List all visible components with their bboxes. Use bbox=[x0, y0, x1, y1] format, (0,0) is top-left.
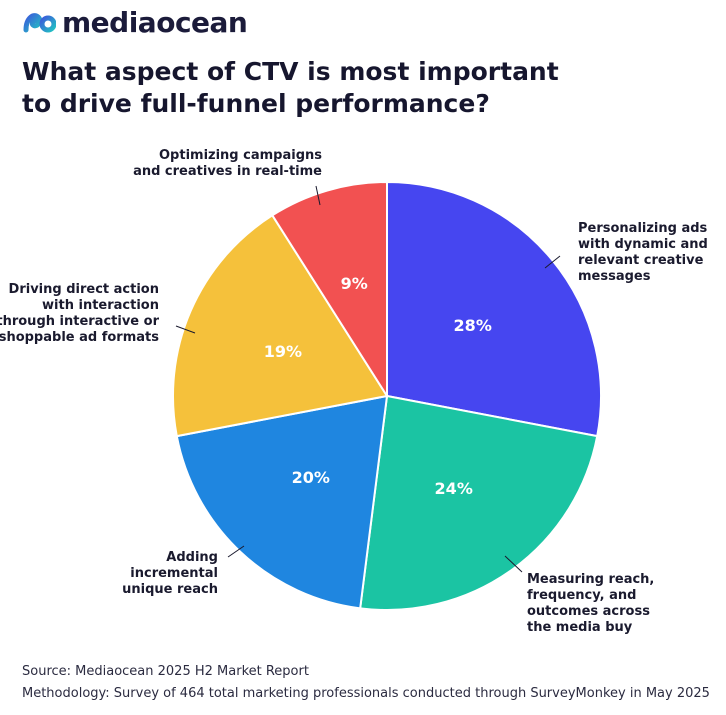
category-label-3: Adding incremental unique reach bbox=[122, 550, 218, 597]
percent-label-4: 19% bbox=[264, 342, 302, 361]
leader-line-5 bbox=[315, 185, 321, 206]
chart-title-line-1: What aspect of CTV is most important bbox=[22, 57, 559, 86]
pie-slice-1 bbox=[386, 181, 602, 438]
category-label-2: Measuring reach, frequency, and outcomes a… bbox=[527, 572, 654, 635]
brand-logo: mediaocean bbox=[22, 6, 248, 39]
leader-lines bbox=[175, 185, 561, 573]
pie-slice-2 bbox=[359, 395, 599, 611]
category-label-4-line-3: through interactive or bbox=[0, 314, 160, 329]
chart-title-line-2: to drive full-funnel performance? bbox=[22, 89, 490, 118]
category-label-2-line-4: the media buy bbox=[527, 620, 633, 635]
category-label-1-line-3: relevant creative bbox=[578, 253, 704, 268]
pie-slice-4 bbox=[172, 214, 388, 438]
category-label-4-line-1: Driving direct action bbox=[9, 282, 159, 297]
category-label-5: Optimizing campaigns and creatives in rea… bbox=[133, 148, 322, 179]
pie-slices bbox=[172, 181, 602, 611]
leader-line-2 bbox=[504, 555, 523, 573]
percent-label-3: 20% bbox=[292, 468, 330, 487]
category-label-1-line-2: with dynamic and bbox=[578, 237, 708, 252]
leader-line-3 bbox=[227, 545, 245, 558]
category-labels: Personalizing ads with dynamic and relevan… bbox=[0, 148, 708, 635]
percent-labels: 28% 24% 20% 19% 9% bbox=[264, 274, 492, 498]
methodology-note: Methodology: Survey of 464 total marketi… bbox=[22, 686, 710, 701]
pie-slice-5 bbox=[271, 181, 388, 397]
pie-slice-3 bbox=[175, 395, 388, 610]
category-label-4-line-2: with interaction bbox=[42, 298, 159, 313]
footer: Source: Mediaocean 2025 H2 Market Report… bbox=[22, 661, 710, 705]
category-label-2-line-2: frequency, and bbox=[527, 588, 636, 603]
category-label-4: Driving direct action with interaction thr… bbox=[0, 282, 160, 345]
source-note: Source: Mediaocean 2025 H2 Market Report bbox=[22, 664, 309, 679]
category-label-3-line-1: Adding bbox=[166, 550, 218, 565]
category-label-4-line-4: shoppable ad formats bbox=[0, 330, 159, 345]
category-label-3-line-3: unique reach bbox=[122, 582, 218, 597]
mediaocean-logo-icon bbox=[23, 12, 56, 32]
percent-label-2: 24% bbox=[435, 479, 473, 498]
chart-title: What aspect of CTV is most important to … bbox=[22, 56, 702, 120]
category-label-1-line-4: messages bbox=[578, 269, 651, 284]
percent-label-1: 28% bbox=[454, 316, 492, 335]
category-label-1-line-1: Personalizing ads bbox=[578, 221, 708, 236]
category-label-2-line-1: Measuring reach, bbox=[527, 572, 654, 587]
leader-line-1 bbox=[544, 255, 561, 269]
brand-name: mediaocean bbox=[62, 6, 248, 39]
category-label-5-line-2: and creatives in real-time bbox=[133, 164, 322, 179]
category-label-2-line-3: outcomes across bbox=[527, 604, 650, 619]
leader-line-4 bbox=[175, 325, 196, 334]
category-label-3-line-2: incremental bbox=[130, 566, 218, 581]
category-label-5-line-1: Optimizing campaigns bbox=[159, 148, 322, 163]
category-label-1: Personalizing ads with dynamic and relevan… bbox=[578, 221, 708, 284]
percent-label-5: 9% bbox=[341, 274, 368, 293]
